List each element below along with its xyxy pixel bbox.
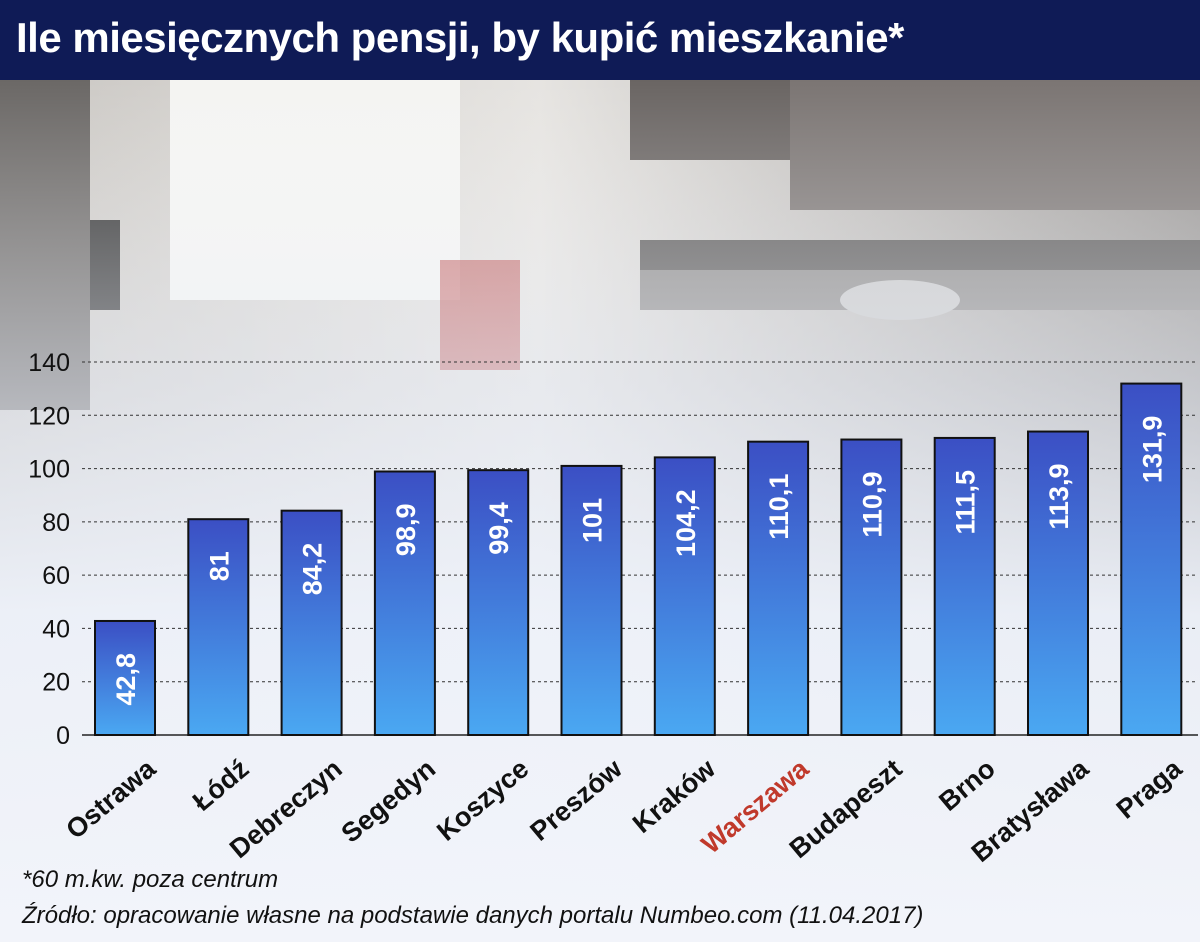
bar-value-label: 131,9 <box>1137 416 1167 484</box>
y-axis: 0 20 40 60 80 100 120 140 <box>28 349 70 750</box>
bar-value-label: 81 <box>204 551 234 581</box>
bar-value-label: 101 <box>578 498 608 543</box>
bar-value-label: 42,8 <box>111 653 141 706</box>
bar-value-label: 98,9 <box>391 504 421 557</box>
bar-4 <box>373 470 436 736</box>
y-tick-label: 80 <box>42 509 70 537</box>
bar-value-label: 99,4 <box>484 502 514 555</box>
bar-value-label: 84,2 <box>298 543 328 596</box>
x-category-label: Segedyn <box>336 753 441 848</box>
x-category-label: Koszyce <box>431 753 534 846</box>
y-tick-label: 100 <box>28 456 70 484</box>
bar-2 <box>187 518 250 737</box>
bar-value-label: 110,1 <box>764 474 794 540</box>
bar-10 <box>933 436 996 736</box>
y-tick-label: 60 <box>42 562 70 590</box>
x-category-label: Preszów <box>524 753 628 847</box>
bar-7 <box>653 456 716 736</box>
x-category-label: Brno <box>933 753 1001 816</box>
bars: 42,8 81 84,2 98,9 99,4 101 104,2 110,1 110,9 111,… <box>94 382 1183 737</box>
bar-1 <box>94 619 156 736</box>
y-tick-label: 20 <box>42 669 70 697</box>
bar-5 <box>467 469 530 736</box>
bar-value-label: 111,5 <box>951 470 981 535</box>
x-category-label: Ostrawa <box>60 753 162 845</box>
footnote: *60 m.kw. poza centrum <box>22 866 279 893</box>
bar-9 <box>840 438 903 736</box>
y-tick-label: 120 <box>28 402 70 430</box>
bar-value-label: 110,9 <box>857 472 887 538</box>
grid-lines <box>82 361 1198 736</box>
bar-6 <box>560 464 623 736</box>
source-note: Źródło: opracowanie własne na podstawie … <box>22 902 924 929</box>
y-tick-label: 40 <box>42 615 70 643</box>
bar-value-label: 113,9 <box>1044 464 1074 530</box>
x-category-label: Łódź <box>187 753 255 816</box>
bar-3 <box>280 509 343 736</box>
chart-title: Ile miesięcznych pensji, by kupić mieszk… <box>16 14 904 61</box>
title-bar: Ile miesięcznych pensji, by kupić mieszk… <box>0 0 1200 80</box>
y-tick-label: 140 <box>28 349 70 377</box>
bar-11 <box>1027 430 1089 736</box>
bar-12 <box>1120 382 1183 736</box>
x-axis: Ostrawa ŁódźDebreczynSegedynKoszycePreszó… <box>60 753 1188 868</box>
x-category-label: Praga <box>1111 753 1189 825</box>
y-tick-label: 0 <box>56 722 70 750</box>
bar-value-label: 104,2 <box>671 489 701 557</box>
bar-8 <box>747 440 810 736</box>
